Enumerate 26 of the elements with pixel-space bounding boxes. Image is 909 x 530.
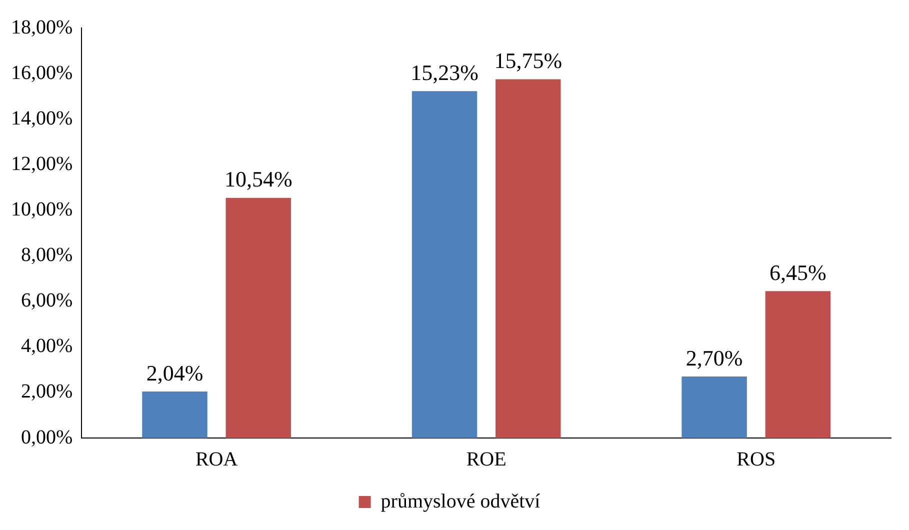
y-tick-label: 12,00% <box>10 152 73 175</box>
bar <box>142 392 208 438</box>
data-label: 15,23% <box>410 60 478 85</box>
data-label: 6,45% <box>770 260 826 285</box>
y-tick-label: 18,00% <box>10 16 73 38</box>
x-tick-label: ROE <box>466 448 506 470</box>
y-tick-label: 2,00% <box>20 380 73 403</box>
y-tick-label: 10,00% <box>10 198 73 220</box>
y-tick-label: 14,00% <box>10 107 73 130</box>
data-label: 15,75% <box>494 48 562 74</box>
legend-label: průmyslové odvětví <box>380 490 541 512</box>
bar <box>226 198 291 438</box>
y-tick-label: 4,00% <box>20 335 73 358</box>
data-label: 2,70% <box>686 345 743 370</box>
bar <box>765 291 831 438</box>
y-tick-label: 6,00% <box>20 290 73 312</box>
y-tick-label: 16,00% <box>10 62 73 84</box>
bar <box>496 79 561 438</box>
bar <box>412 91 478 438</box>
y-tick-label: 0,00% <box>20 426 73 448</box>
data-label: 2,04% <box>146 360 204 386</box>
bar <box>682 376 747 438</box>
y-tick-label: 8,00% <box>20 244 73 266</box>
x-tick-label: ROA <box>195 448 238 470</box>
x-tick-label: ROS <box>736 448 776 470</box>
data-label: 10,54% <box>224 166 292 192</box>
